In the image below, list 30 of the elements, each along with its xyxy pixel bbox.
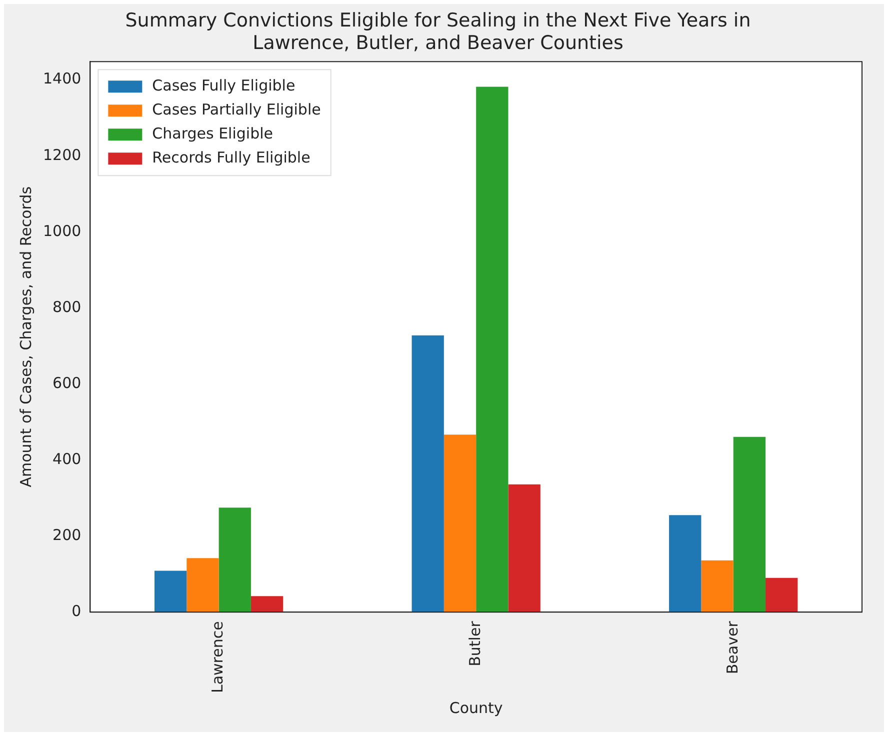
x-tick-label: Butler xyxy=(466,620,484,666)
bar xyxy=(476,86,508,612)
y-tick-label: 1000 xyxy=(42,222,82,240)
legend-label: Cases Fully Eligible xyxy=(152,76,296,94)
bar xyxy=(186,558,219,612)
y-tick-label: 1400 xyxy=(42,70,82,88)
bar xyxy=(250,596,284,612)
y-tick-label: 800 xyxy=(52,298,82,316)
x-tick-label: Beaver xyxy=(723,620,742,674)
x-axis-title: County xyxy=(449,698,503,717)
y-tick-label: 200 xyxy=(52,526,82,544)
legend-label: Records Fully Eligible xyxy=(152,148,310,166)
bar xyxy=(669,515,702,612)
bar xyxy=(218,508,251,612)
bar xyxy=(508,484,540,612)
y-tick-label: 0 xyxy=(72,602,82,620)
legend-label: Cases Partially Eligible xyxy=(152,100,321,118)
y-tick-label: 400 xyxy=(52,450,82,468)
chart-title: Summary Convictions Eligible for Sealing in the Next Five Years in Lawrence, Butler, and Beaver Counties xyxy=(125,9,751,54)
bar xyxy=(766,578,798,612)
y-axis-title: Amount of Cases, Charges, and Records xyxy=(16,186,35,488)
y-tick-label: 600 xyxy=(52,374,82,392)
bar xyxy=(444,434,476,612)
x-tick-label: Lawrence xyxy=(208,621,227,694)
bar xyxy=(701,560,734,612)
bar xyxy=(154,570,187,612)
legend-label: Charges Eligible xyxy=(152,124,273,142)
y-tick-label: 1200 xyxy=(42,146,82,164)
bar xyxy=(412,335,444,612)
bar xyxy=(733,436,766,612)
